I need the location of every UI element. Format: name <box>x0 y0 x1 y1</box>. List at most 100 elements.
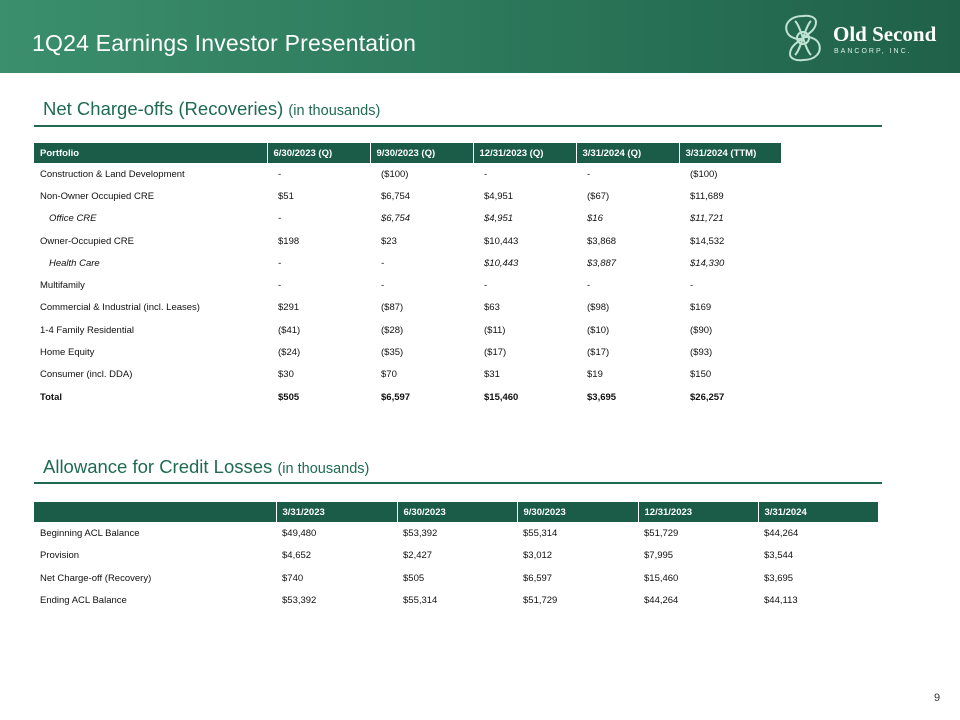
nco-col-header: 12/31/2023 (Q) <box>472 143 576 163</box>
acl-col-header: 9/30/2023 <box>516 502 638 522</box>
cell: $505 <box>403 572 425 584</box>
cell: $291 <box>278 302 300 314</box>
row-label: Ending ACL Balance <box>40 595 127 607</box>
cell: $7,995 <box>644 550 674 562</box>
acl-col-header: 12/31/2023 <box>637 502 758 522</box>
cell: $44,113 <box>764 595 798 607</box>
cell: - <box>381 257 385 269</box>
cell: $198 <box>278 235 300 247</box>
cell: - <box>587 168 591 180</box>
cell: $10,443 <box>484 257 519 269</box>
cell: $150 <box>690 369 712 381</box>
table-subrow: Office CRE - $6,754 $4,951 $16 $11,721 <box>34 208 781 230</box>
cell: ($11) <box>484 324 506 336</box>
acl-col-header: 6/30/2023 <box>396 502 517 522</box>
cell: ($41) <box>278 324 301 336</box>
table-row: Owner-Occupied CRE $198 $23 $10,443 $3,8… <box>34 230 781 252</box>
cell: - <box>278 257 282 269</box>
acl-section-title: Allowance for Credit Losses (in thousand… <box>43 456 369 478</box>
row-label: 1-4 Family Residential <box>40 324 134 336</box>
nco-table: Portfolio 6/30/2023 (Q) 9/30/2023 (Q) 12… <box>34 143 781 408</box>
nco-col-header: 6/30/2023 (Q) <box>266 143 370 163</box>
cell: $3,695 <box>764 572 794 584</box>
cell: $51 <box>278 190 294 202</box>
cell: $6,597 <box>523 572 553 584</box>
cell: $3,012 <box>523 550 553 562</box>
cell: $3,544 <box>764 550 794 562</box>
acl-title-text: Allowance for Credit Losses <box>43 456 273 477</box>
cell: $3,887 <box>587 257 617 269</box>
cell: ($67) <box>587 190 610 202</box>
row-label: Net Charge-off (Recovery) <box>40 572 152 584</box>
acl-divider <box>34 482 882 484</box>
cell: $2,427 <box>403 550 433 562</box>
cell: ($100) <box>690 168 718 180</box>
row-label: Owner-Occupied CRE <box>40 235 134 247</box>
old-second-knot-logo-icon <box>785 14 821 62</box>
cell: $4,652 <box>282 550 312 562</box>
cell: $51,729 <box>523 595 558 607</box>
cell: $505 <box>278 391 300 403</box>
total-row: Total $505 $6,597 $15,460 $3,695 $26,257 <box>34 386 781 408</box>
nco-header-row: Portfolio 6/30/2023 (Q) 9/30/2023 (Q) 12… <box>34 143 781 163</box>
cell: $3,868 <box>587 235 617 247</box>
table-row: Ending ACL Balance $53,392 $55,314 $51,7… <box>34 590 878 613</box>
cell: $4,951 <box>484 190 514 202</box>
nco-divider <box>34 125 882 127</box>
table-row: 1-4 Family Residential ($41) ($28) ($11)… <box>34 319 781 341</box>
table-row: Multifamily - - - - - <box>34 274 781 296</box>
acl-header-row: 3/31/2023 6/30/2023 9/30/2023 12/31/2023… <box>34 502 878 522</box>
cell: $63 <box>484 302 500 314</box>
cell: ($10) <box>587 324 610 336</box>
cell: ($17) <box>484 347 507 359</box>
nco-title-text: Net Charge-offs (Recoveries) <box>43 98 284 119</box>
table-row: Non-Owner Occupied CRE $51 $6,754 $4,951… <box>34 185 781 207</box>
cell: $53,392 <box>282 595 317 607</box>
page-number: 9 <box>934 692 941 704</box>
cell: $44,264 <box>764 527 799 539</box>
cell: ($98) <box>587 302 610 314</box>
nco-col-header: 3/31/2024 (TTM) <box>678 143 781 163</box>
table-subrow: Health Care - - $10,443 $3,887 $14,330 <box>34 252 781 274</box>
cell: $55,314 <box>523 527 558 539</box>
table-row: Commercial & Industrial (incl. Leases) $… <box>34 297 781 319</box>
cell: ($28) <box>381 324 404 336</box>
cell: $169 <box>690 302 712 314</box>
row-label: Consumer (incl. DDA) <box>40 369 133 381</box>
cell: ($90) <box>690 324 713 336</box>
nco-col-header: 3/31/2024 (Q) <box>575 143 679 163</box>
nco-col-header: 9/30/2023 (Q) <box>369 143 473 163</box>
cell: $6,754 <box>381 213 411 225</box>
row-label: Provision <box>40 550 80 562</box>
cell: - <box>278 280 282 292</box>
cell: $55,314 <box>403 595 438 607</box>
cell: - <box>587 280 591 292</box>
page-title: 1Q24 Earnings Investor Presentation <box>32 30 417 56</box>
table-row: Consumer (incl. DDA) $30 $70 $31 $19 $15… <box>34 364 781 386</box>
cell: - <box>690 280 694 292</box>
cell: $44,264 <box>644 595 679 607</box>
cell: $30 <box>278 369 294 381</box>
row-label: Multifamily <box>40 280 85 292</box>
cell: $53,392 <box>403 527 438 539</box>
cell: $6,597 <box>381 391 411 403</box>
cell: $10,443 <box>484 235 519 247</box>
table-row: Construction & Land Development - ($100)… <box>34 163 781 185</box>
cell: ($35) <box>381 347 404 359</box>
nco-col-header: Portfolio <box>34 143 267 163</box>
cell: $3,695 <box>587 391 617 403</box>
row-label: Construction & Land Development <box>40 168 185 180</box>
cell: $70 <box>381 369 397 381</box>
company-logo: Old Second BANCORP, INC. <box>778 12 948 64</box>
cell: - <box>278 168 282 180</box>
header-banner: 1Q24 Earnings Investor Presentation Old … <box>0 0 960 73</box>
cell: $11,721 <box>690 213 724 225</box>
cell: $6,754 <box>381 190 411 202</box>
cell: $15,460 <box>644 572 679 584</box>
logo-subtitle: BANCORP, INC. <box>834 48 912 55</box>
cell: - <box>484 280 488 292</box>
table-row: Net Charge-off (Recovery) $740 $505 $6,5… <box>34 567 878 590</box>
cell: $740 <box>282 572 304 584</box>
cell: ($93) <box>690 347 713 359</box>
row-label: Total <box>40 391 62 403</box>
